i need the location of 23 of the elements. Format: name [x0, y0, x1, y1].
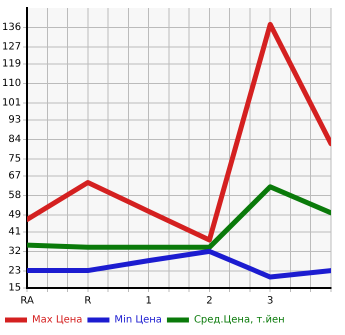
- y-tick-label: 23: [8, 265, 22, 276]
- y-tick-label: 41: [8, 226, 22, 238]
- x-tick-label: 1: [145, 296, 152, 307]
- y-tick-label: 49: [8, 209, 22, 220]
- y-tick-label: 110: [2, 78, 22, 89]
- y-tick-label: 58: [8, 190, 22, 201]
- legend-label: Сред.Цена, т.йен: [194, 314, 285, 326]
- y-tick-label: 101: [2, 97, 22, 108]
- y-tick-label: 75: [8, 153, 22, 164]
- x-tick-label: 2: [206, 296, 213, 307]
- y-tick-label: 119: [2, 58, 22, 70]
- x-tick-label: RA: [20, 296, 34, 307]
- y-tick-label: 136: [2, 22, 22, 33]
- y-tick-label: 15: [8, 282, 22, 294]
- legend-label: Min Цена: [114, 314, 162, 326]
- y-tick-label: 32: [8, 246, 22, 257]
- y-tick-label: 93: [8, 114, 22, 126]
- legend-label: Max Цена: [32, 314, 82, 326]
- y-tick-label: 84: [8, 134, 22, 145]
- y-tick-label: 127: [2, 41, 22, 52]
- x-tick-label: 3: [267, 296, 274, 307]
- x-tick-label: R: [84, 296, 92, 307]
- y-tick-label: 67: [8, 170, 22, 182]
